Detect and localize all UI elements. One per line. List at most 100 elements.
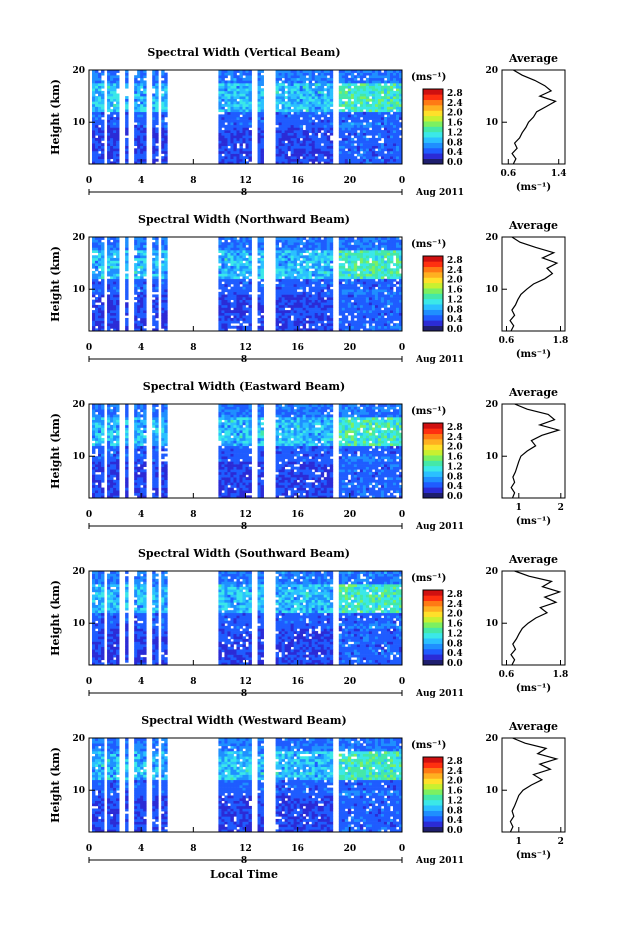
profile-line — [510, 237, 557, 331]
colorbar-tick-label: 0.4 — [447, 649, 463, 659]
y-tick-label: 10 — [72, 619, 85, 629]
profile-x-tick-label: 2 — [558, 503, 564, 513]
colorbar-tick-label: 0.0 — [447, 492, 463, 502]
colorbar-tick-label: 0.4 — [447, 816, 463, 826]
profile-y-tick-label: 10 — [485, 285, 498, 295]
colorbar-tick-label: 2.0 — [447, 109, 463, 119]
colorbar-tick-label: 2.8 — [447, 590, 463, 600]
x-tick-label: 16 — [291, 844, 304, 854]
profile-x-tick-label: 0.6 — [499, 336, 515, 346]
colorbar-tick-label: 2.8 — [447, 89, 463, 99]
profile-y-tick-label: 20 — [485, 400, 498, 410]
colorbar-tick-label: 2.0 — [447, 276, 463, 286]
profile-x-tick-label: 2 — [558, 837, 564, 847]
colorbar — [423, 757, 443, 832]
colorbar-tick-label: 0.0 — [447, 325, 463, 335]
y-tick-label: 20 — [72, 734, 85, 744]
panel-1: Spectral Width (Vertical Beam)2010Height… — [49, 46, 567, 198]
profile-title: Average — [508, 553, 558, 566]
colorbar-tick-label: 0.8 — [447, 305, 463, 315]
y-axis-label: Height (km) — [49, 79, 62, 155]
x-tick-label: 0 — [399, 176, 405, 186]
y-tick-label: 20 — [72, 233, 85, 243]
colorbar-tick-label: 0.4 — [447, 148, 463, 158]
profile-y-tick-label: 10 — [485, 118, 498, 128]
colorbar-unit: (ms⁻¹) — [411, 239, 446, 250]
colorbar-tick-label: 1.2 — [447, 462, 463, 472]
x-tick-label: 8 — [190, 510, 196, 520]
profile-unit: (ms⁻¹) — [516, 516, 551, 527]
x-tick-label: 20 — [344, 343, 357, 353]
profile-y-tick-label: 10 — [485, 452, 498, 462]
x-tick-label: 12 — [239, 176, 252, 186]
colorbar-tick-label: 2.0 — [447, 610, 463, 620]
x-tick-label: 0 — [399, 510, 405, 520]
x-tick-label: 16 — [291, 176, 304, 186]
x-tick-label: 0 — [399, 677, 405, 687]
x-tick-label: 4 — [138, 844, 144, 854]
y-axis-label: Height (km) — [49, 580, 62, 656]
colorbar-tick-label: 0.0 — [447, 659, 463, 669]
colorbar — [423, 89, 443, 164]
profile-y-tick-label: 20 — [485, 66, 498, 76]
day-label: 8 — [241, 188, 247, 198]
colorbar-tick-label: 1.2 — [447, 128, 463, 138]
x-tick-label: 0 — [86, 510, 92, 520]
colorbar — [423, 256, 443, 331]
x-tick-label: 12 — [239, 343, 252, 353]
colorbar-tick-label: 1.6 — [447, 787, 463, 797]
colorbar-tick-label: 0.8 — [447, 138, 463, 148]
x-tick-label: 8 — [190, 176, 196, 186]
x-tick-label: 12 — [239, 844, 252, 854]
x-tick-label: 20 — [344, 677, 357, 687]
colorbar-tick-label: 0.0 — [447, 826, 463, 836]
date-label: Aug 2011 — [415, 188, 464, 198]
date-label: Aug 2011 — [415, 522, 464, 532]
profile-title: Average — [508, 386, 558, 399]
x-tick-label: 4 — [138, 176, 144, 186]
heatmap — [92, 404, 402, 498]
profile-y-tick-label: 20 — [485, 233, 498, 243]
y-axis-label: Height (km) — [49, 246, 62, 322]
x-tick-label: 0 — [86, 343, 92, 353]
panel-title: Spectral Width (Northward Beam) — [138, 213, 350, 226]
profile-line — [510, 738, 556, 832]
profile-x-tick-label: 1 — [516, 837, 522, 847]
x-tick-label: 0 — [399, 844, 405, 854]
x-tick-label: 4 — [138, 677, 144, 687]
x-tick-label: 8 — [190, 844, 196, 854]
y-axis-label: Height (km) — [49, 747, 62, 823]
profile-title: Average — [508, 219, 558, 232]
y-tick-label: 20 — [72, 567, 85, 577]
profile-y-tick-label: 20 — [485, 567, 498, 577]
y-tick-label: 10 — [72, 285, 85, 295]
profile-unit: (ms⁻¹) — [516, 182, 551, 193]
x-tick-label: 0 — [399, 343, 405, 353]
colorbar-tick-label: 0.8 — [447, 806, 463, 816]
colorbar-tick-label: 0.8 — [447, 472, 463, 482]
profile-x-tick-label: 1.8 — [553, 336, 569, 346]
heatmap — [92, 738, 402, 832]
colorbar — [423, 423, 443, 498]
colorbar-tick-label: 2.8 — [447, 423, 463, 433]
y-axis-label: Height (km) — [49, 413, 62, 489]
x-tick-label: 16 — [291, 343, 304, 353]
x-tick-label: 0 — [86, 176, 92, 186]
profile-frame — [502, 738, 565, 832]
heatmap — [92, 237, 402, 331]
profile-line — [511, 404, 559, 498]
colorbar-tick-label: 2.4 — [447, 600, 463, 610]
panel-2: Spectral Width (Northward Beam) 20 10 Heigh… — [49, 213, 568, 365]
date-label: Aug 2011 — [415, 355, 464, 365]
panel-title: Spectral Width (Eastward Beam) — [143, 380, 345, 393]
heatmap — [92, 70, 402, 164]
heatmap — [92, 571, 402, 665]
colorbar-tick-label: 1.2 — [447, 295, 463, 305]
profile-title: Average — [508, 52, 558, 65]
colorbar-unit: (ms⁻¹) — [411, 406, 446, 417]
x-tick-label: 16 — [291, 510, 304, 520]
x-tick-label: 4 — [138, 510, 144, 520]
day-label: 8 — [241, 689, 247, 699]
